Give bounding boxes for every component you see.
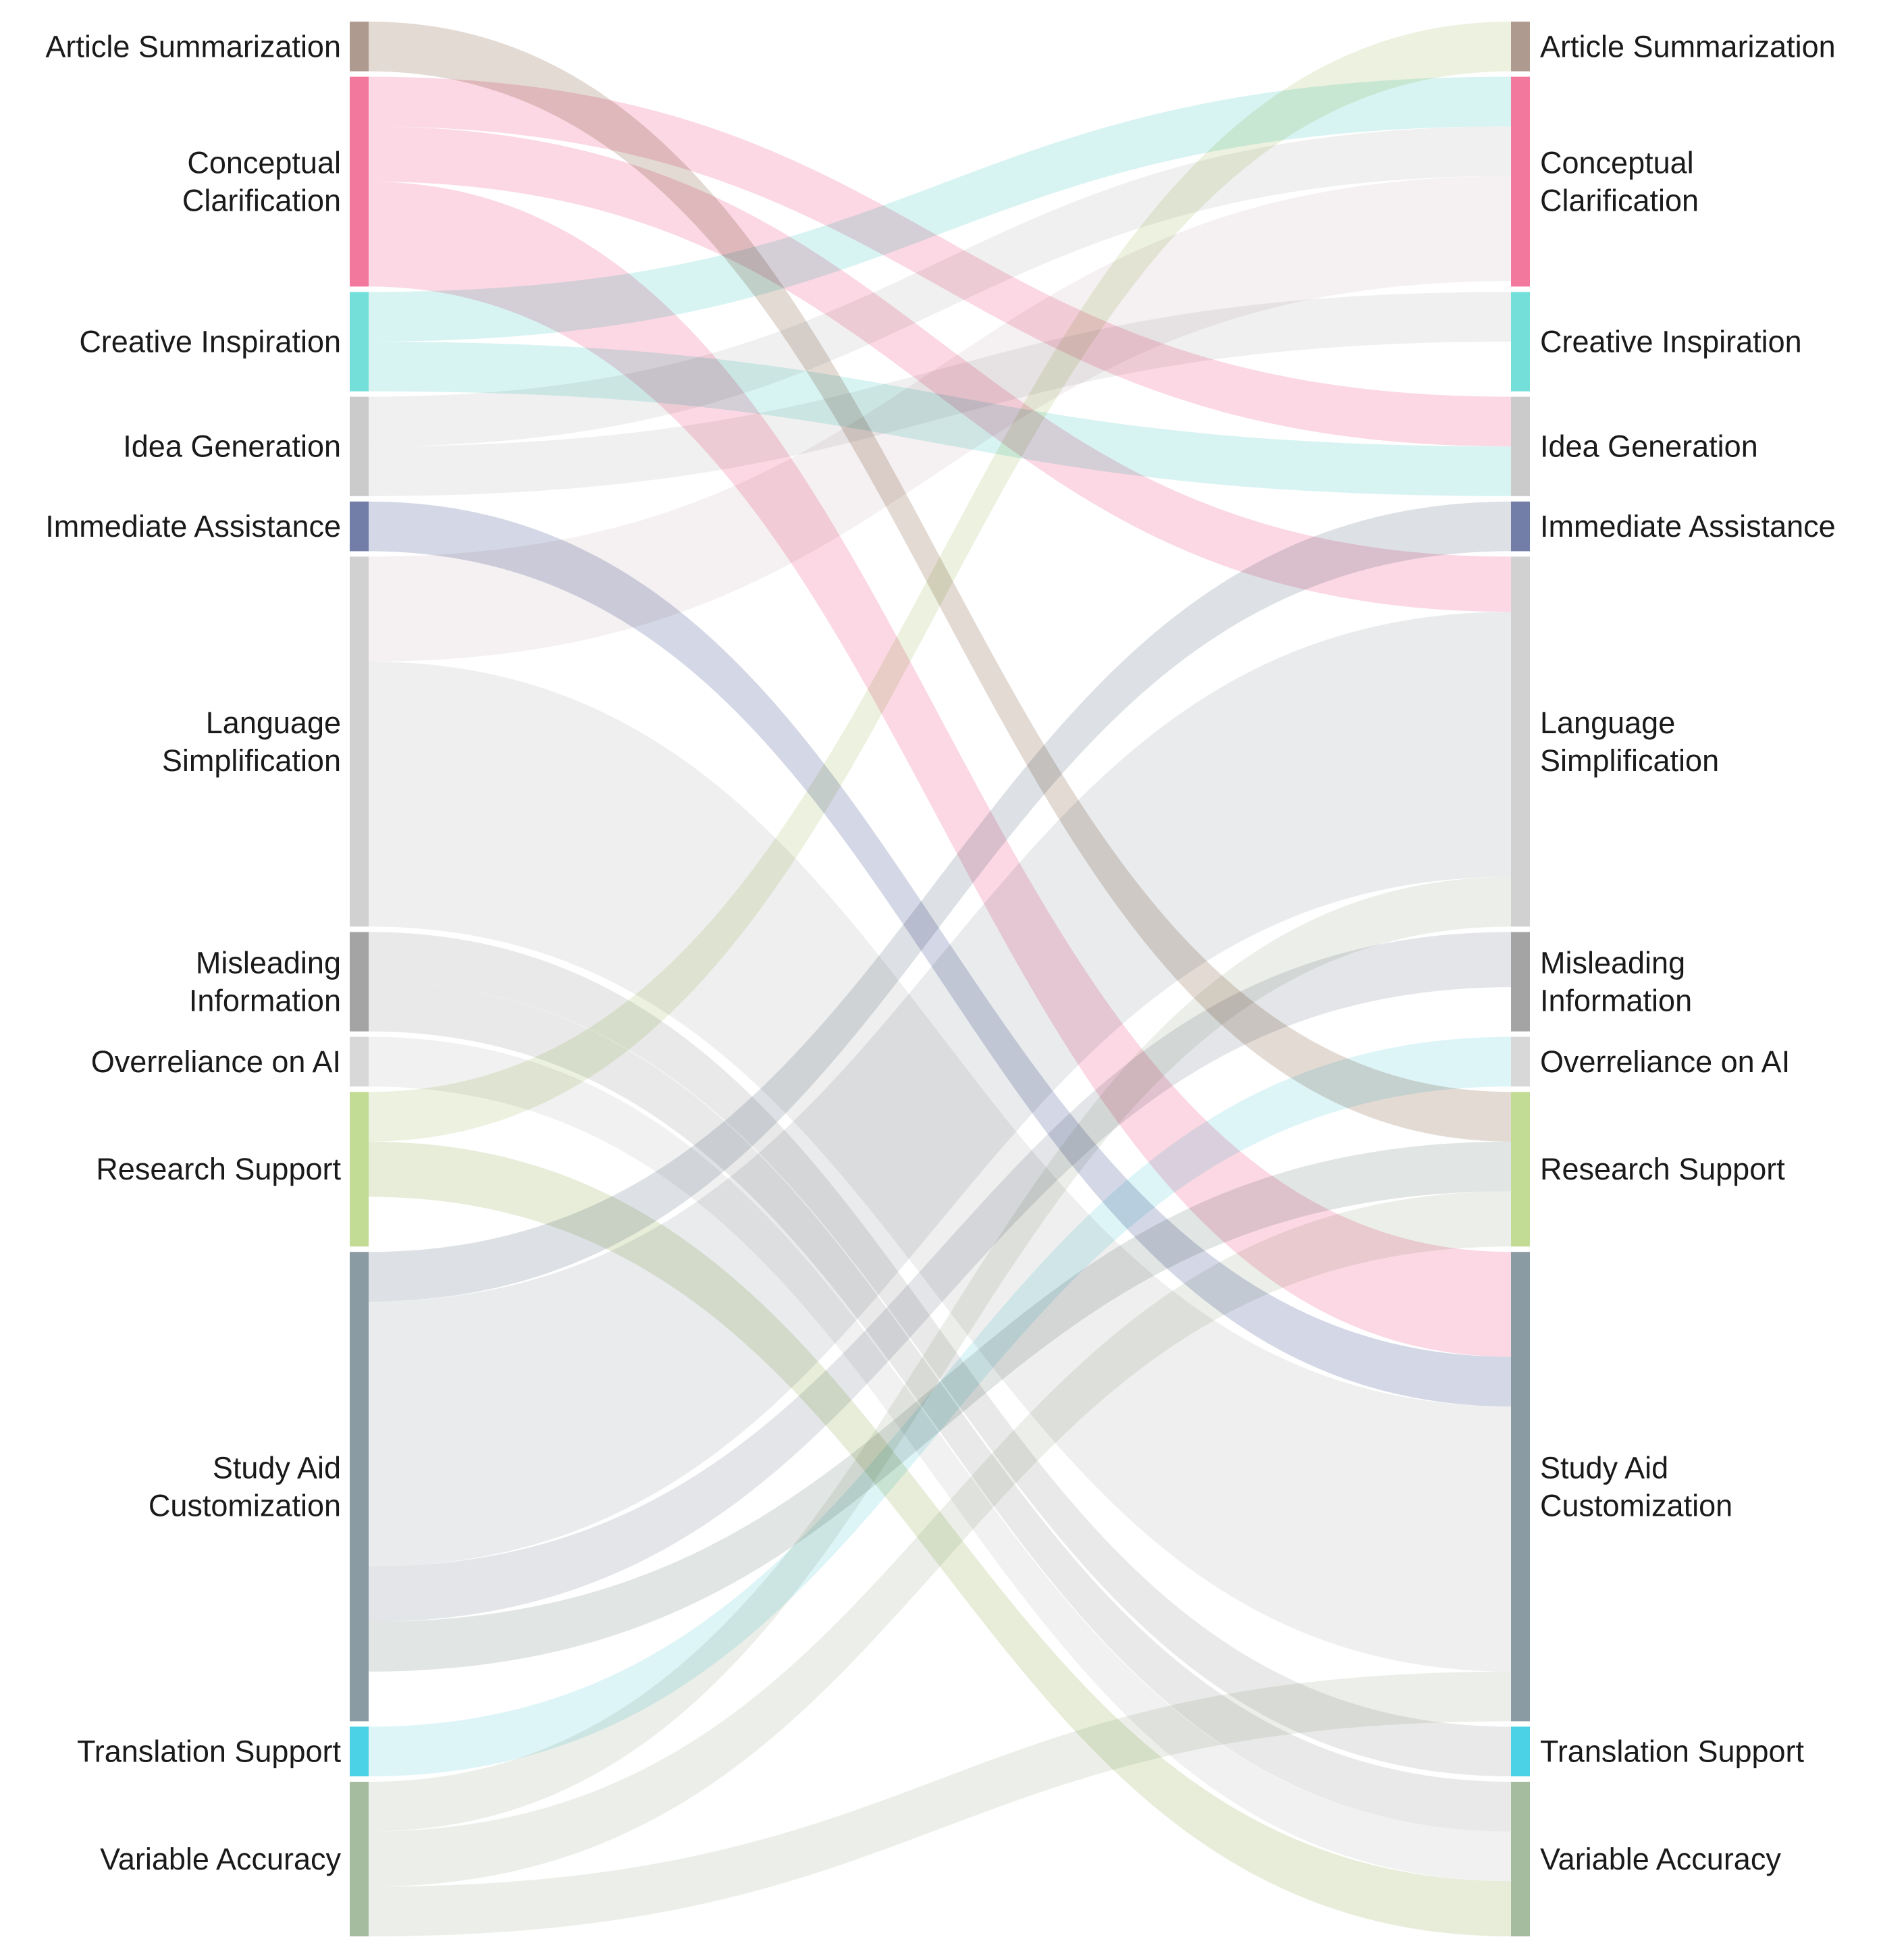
right-node-label-idea-generation: Idea Generation: [1540, 429, 1758, 464]
flow-study-aid-customization-to-immediate-assistance: [369, 501, 1511, 1302]
right-node-label-overreliance-on-ai: Overreliance on AI: [1540, 1044, 1790, 1079]
left-node-label-overreliance-on-ai: Overreliance on AI: [91, 1044, 341, 1079]
right-node-bar-conceptual-clarification: [1511, 76, 1530, 287]
left-node-bar-study-aid-customization: [350, 1252, 369, 1722]
right-node-label-immediate-assistance: Immediate Assistance: [1540, 509, 1836, 544]
flow-variable-accuracy-to-language-simplification: [369, 876, 1511, 1832]
flow-study-aid-customization-to-misleading-information: [369, 932, 1511, 1622]
left-node-bar-overreliance-on-ai: [350, 1036, 369, 1087]
left-node-bar-variable-accuracy: [350, 1782, 369, 1936]
right-node-bar-overreliance-on-ai: [1511, 1036, 1530, 1087]
right-node-label-research-support: Research Support: [1540, 1152, 1785, 1186]
left-node-label-language-simplification: Simplification: [162, 743, 341, 778]
left-node-bar-immediate-assistance: [350, 501, 369, 552]
left-node-bar-language-simplification: [350, 556, 369, 927]
right-node-label-conceptual-clarification: Clarification: [1540, 184, 1699, 218]
right-node-bar-language-simplification: [1511, 556, 1530, 927]
right-node-label-article-summarization: Article Summarization: [1540, 29, 1836, 63]
flow-variable-accuracy-to-study-aid-customization: [369, 1671, 1511, 1936]
flow-layer: [369, 22, 1511, 1936]
flow-immediate-assistance-to-study-aid-customization: [369, 501, 1511, 1407]
left-node-label-conceptual-clarification: Conceptual: [187, 146, 341, 180]
left-node-bar-misleading-information: [350, 932, 369, 1032]
left-node-label-article-summarization: Article Summarization: [45, 29, 341, 63]
left-node-bar-idea-generation: [350, 396, 369, 496]
right-node-bar-variable-accuracy: [1511, 1782, 1530, 1936]
left-node-bar-creative-inspiration: [350, 292, 369, 392]
right-node-label-language-simplification: Simplification: [1540, 743, 1719, 778]
right-node-label-study-aid-customization: Study Aid: [1540, 1450, 1668, 1485]
right-node-label-conceptual-clarification: Conceptual: [1540, 146, 1694, 180]
right-node-label-language-simplification: Language: [1540, 706, 1675, 740]
flow-translation-support-to-overreliance-on-ai: [369, 1036, 1511, 1776]
left-node-bar-translation-support: [350, 1726, 369, 1776]
right-node-bar-immediate-assistance: [1511, 501, 1530, 552]
left-node-label-misleading-information: Misleading: [196, 946, 341, 980]
right-node-label-variable-accuracy: Variable Accuracy: [1540, 1842, 1781, 1876]
left-node-label-translation-support: Translation Support: [77, 1734, 342, 1769]
right-node-bar-translation-support: [1511, 1726, 1530, 1776]
left-node-label-idea-generation: Idea Generation: [123, 429, 341, 464]
flow-research-support-to-article-summarization: [369, 22, 1511, 1142]
flow-overreliance-on-ai-to-variable-accuracy: [369, 1036, 1511, 1882]
right-node-bar-research-support: [1511, 1092, 1530, 1247]
flow-conceptual-clarification-to-study-aid-customization: [369, 182, 1511, 1357]
flow-study-aid-customization-to-language-simplification: [369, 612, 1511, 1567]
left-node-label-misleading-information: Information: [189, 984, 341, 1018]
left-node-bar-conceptual-clarification: [350, 76, 369, 287]
flow-idea-generation-to-conceptual-clarification: [369, 126, 1511, 447]
right-node-label-misleading-information: Misleading: [1540, 946, 1685, 980]
flow-language-simplification-to-conceptual-clarification: [369, 176, 1511, 662]
left-node-column: Article Summarization Conceptual Clarifica…: [45, 22, 369, 1936]
right-node-label-creative-inspiration: Creative Inspiration: [1540, 325, 1802, 359]
right-node-bar-study-aid-customization: [1511, 1252, 1530, 1722]
left-node-label-research-support: Research Support: [96, 1152, 341, 1186]
right-node-label-study-aid-customization: Customization: [1540, 1488, 1732, 1522]
left-node-label-conceptual-clarification: Clarification: [182, 184, 341, 218]
right-node-bar-creative-inspiration: [1511, 292, 1530, 392]
left-node-label-language-simplification: Language: [206, 706, 341, 740]
left-node-bar-article-summarization: [350, 22, 369, 72]
flow-variable-accuracy-to-research-support: [369, 1191, 1511, 1887]
right-node-bar-idea-generation: [1511, 396, 1530, 496]
right-node-label-translation-support: Translation Support: [1540, 1734, 1805, 1769]
left-node-label-immediate-assistance: Immediate Assistance: [45, 509, 341, 544]
left-node-label-study-aid-customization: Customization: [149, 1488, 341, 1522]
left-node-label-creative-inspiration: Creative Inspiration: [79, 325, 341, 359]
right-node-bar-article-summarization: [1511, 22, 1530, 72]
right-node-label-misleading-information: Information: [1540, 984, 1692, 1018]
left-node-bar-research-support: [350, 1092, 369, 1247]
left-node-label-study-aid-customization: Study Aid: [213, 1450, 341, 1485]
right-node-column: Article Summarization Conceptual Clarifica…: [1511, 22, 1836, 1936]
left-node-label-variable-accuracy: Variable Accuracy: [100, 1842, 341, 1876]
right-node-bar-misleading-information: [1511, 932, 1530, 1032]
